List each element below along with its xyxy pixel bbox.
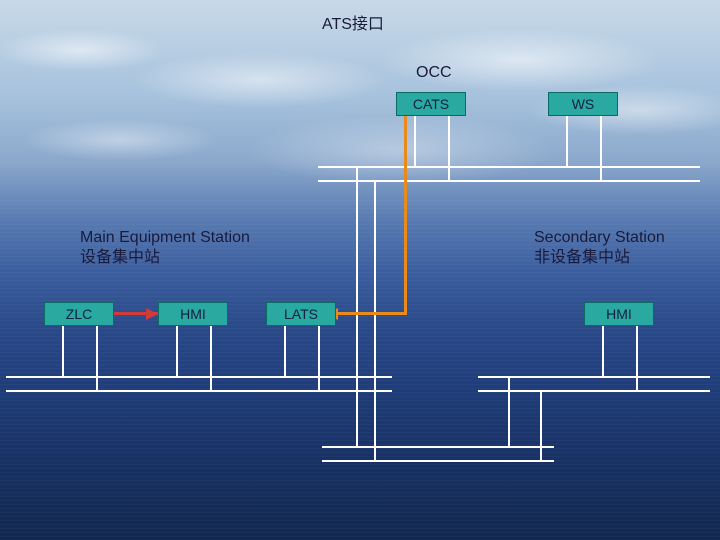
link-lats-left bbox=[284, 326, 286, 376]
group-label-occ: OCC bbox=[416, 64, 452, 82]
interbus-link-4 bbox=[540, 390, 542, 460]
group-sec-line1: Secondary Station bbox=[534, 228, 665, 248]
link-hmi2-left bbox=[602, 326, 604, 376]
node-cats-label: CATS bbox=[413, 96, 449, 112]
bus-lower-top bbox=[322, 446, 554, 448]
node-cats: CATS bbox=[396, 92, 466, 116]
node-lats-label: LATS bbox=[284, 306, 318, 322]
node-hmi1-label: HMI bbox=[180, 306, 206, 322]
group-sec-line2: 非设备集中站 bbox=[534, 248, 665, 268]
link-lats-right bbox=[318, 326, 320, 390]
link-hmi1-right bbox=[210, 326, 212, 390]
group-label-secondary: Secondary Station 非设备集中站 bbox=[534, 228, 665, 268]
arrow-cats-lats-horizontal bbox=[336, 312, 407, 315]
interbus-link-3 bbox=[508, 376, 510, 446]
group-main-line1: Main Equipment Station bbox=[80, 228, 250, 248]
node-hmi-main: HMI bbox=[158, 302, 228, 326]
bus-occ-top bbox=[318, 166, 700, 168]
node-hmi-secondary: HMI bbox=[584, 302, 654, 326]
link-cats-left bbox=[414, 116, 416, 166]
interbus-link-2 bbox=[374, 180, 376, 460]
link-zlc-right bbox=[96, 326, 98, 390]
node-ws: WS bbox=[548, 92, 618, 116]
bus-sec-bot bbox=[478, 390, 710, 392]
link-cats-right bbox=[448, 116, 450, 180]
group-label-main: Main Equipment Station 设备集中站 bbox=[80, 228, 250, 268]
interbus-link-1 bbox=[356, 166, 358, 446]
link-ws-right bbox=[600, 116, 602, 180]
node-ws-label: WS bbox=[572, 96, 595, 112]
node-zlc-label: ZLC bbox=[66, 306, 92, 322]
arrow-cats-lats-vertical bbox=[404, 116, 407, 312]
link-ws-left bbox=[566, 116, 568, 166]
bus-main-top bbox=[6, 376, 392, 378]
link-zlc-left bbox=[62, 326, 64, 376]
bus-sec-top bbox=[478, 376, 710, 378]
node-hmi2-label: HMI bbox=[606, 306, 632, 322]
bus-lower-bot bbox=[322, 460, 554, 462]
diagram-title: ATS接口 bbox=[322, 10, 384, 34]
node-lats: LATS bbox=[266, 302, 336, 326]
group-main-line2: 设备集中站 bbox=[80, 248, 250, 268]
arrow-zlc-hmi-head-icon bbox=[146, 308, 158, 320]
bus-main-bot bbox=[6, 390, 392, 392]
link-hmi2-right bbox=[636, 326, 638, 390]
diagram-stage: ATS接口 OCC Main Equipment Station 设备集中站 S… bbox=[0, 0, 720, 540]
link-hmi1-left bbox=[176, 326, 178, 376]
node-zlc: ZLC bbox=[44, 302, 114, 326]
